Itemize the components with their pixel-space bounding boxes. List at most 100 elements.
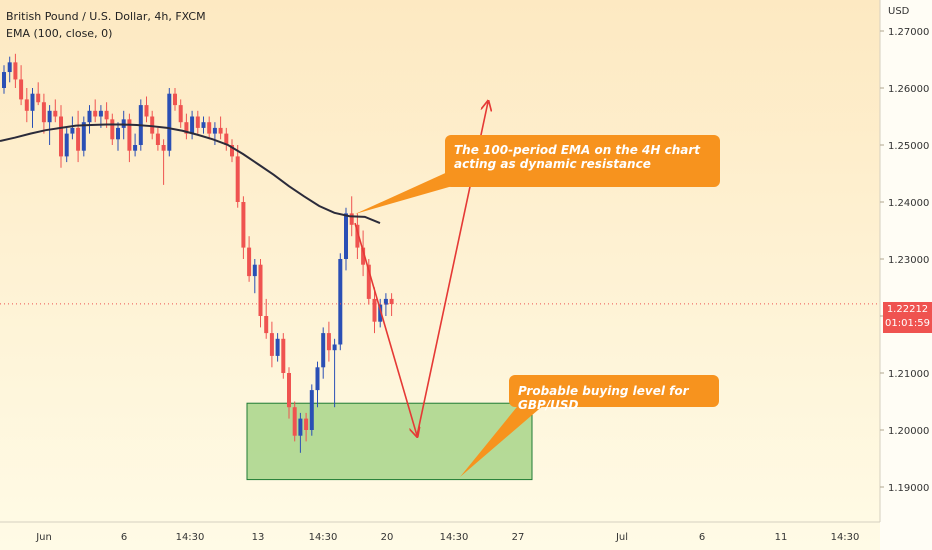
candle-body xyxy=(298,418,303,436)
candle-body xyxy=(53,110,58,117)
candle-body xyxy=(110,119,115,140)
ema-callout-pointer xyxy=(355,170,470,214)
price-tick-label: 1.21000 xyxy=(888,369,929,380)
candle-body xyxy=(235,156,240,202)
candle-body xyxy=(269,333,274,356)
candle-body xyxy=(93,110,98,117)
candle-body xyxy=(281,338,286,373)
price-tick-label: 1.27000 xyxy=(888,27,929,38)
time-tick-label: 14:30 xyxy=(309,532,338,543)
candle-body xyxy=(309,390,314,430)
candle-body xyxy=(98,110,103,117)
candle-body xyxy=(292,407,297,436)
candle-body xyxy=(207,122,212,134)
ema-annotation-text: The 100-period EMA on the 4H chart actin… xyxy=(454,143,700,171)
candle-body xyxy=(59,116,63,157)
candle-body xyxy=(47,110,52,123)
time-tick-label: 6 xyxy=(121,532,127,543)
candle-body xyxy=(201,122,206,128)
candle-body xyxy=(19,79,24,100)
current-price-tag: 1.22212 01:01:59 xyxy=(883,302,932,333)
time-tick-label: 14:30 xyxy=(176,532,205,543)
ema-annotation-callout[interactable]: The 100-period EMA on the 4H chart actin… xyxy=(445,135,720,187)
candle-body xyxy=(372,298,377,322)
candle-body xyxy=(287,373,291,408)
candle-body xyxy=(230,145,234,157)
symbol-title: British Pound / U.S. Dollar, 4h, FXCM xyxy=(6,10,206,23)
candle-body xyxy=(344,213,348,259)
price-tick-label: 1.19000 xyxy=(888,483,929,494)
candle-body xyxy=(133,145,138,151)
candle-body xyxy=(315,367,320,391)
candle-body xyxy=(326,333,331,351)
candle-body xyxy=(116,127,120,140)
candle-body xyxy=(247,247,252,277)
candle-body xyxy=(178,105,183,123)
candle-body xyxy=(127,119,132,151)
price-axis-unit: USD xyxy=(888,6,910,17)
candle-body xyxy=(389,298,394,305)
candle-body xyxy=(30,93,35,111)
time-tick-label: 14:30 xyxy=(831,532,860,543)
candle-body xyxy=(195,116,200,128)
time-tick-label: 20 xyxy=(381,532,394,543)
buy-zone-annotation-callout[interactable]: Probable buying level for GBP/USD xyxy=(509,375,719,412)
candle-body xyxy=(332,344,337,351)
candle-body xyxy=(173,93,177,106)
time-tick-label: 14:30 xyxy=(440,532,469,543)
candle-body xyxy=(2,72,6,88)
current-price-value: 1.22212 xyxy=(886,304,929,315)
bar-countdown: 01:01:59 xyxy=(885,318,930,329)
candle-body xyxy=(70,127,75,134)
candle-body xyxy=(378,304,383,322)
time-tick-label: 6 xyxy=(699,532,705,543)
candle-body xyxy=(144,105,149,117)
candle-body xyxy=(383,298,388,305)
candle-body xyxy=(87,110,92,123)
candle-body xyxy=(184,122,189,134)
candle-body xyxy=(252,264,257,277)
buy-zone-annotation-text: Probable buying level for GBP/USD xyxy=(518,384,689,412)
candle-body xyxy=(36,93,41,103)
candle-body xyxy=(76,127,81,151)
candle-body xyxy=(104,110,109,120)
indicator-legend: EMA (100, close, 0) xyxy=(6,27,113,40)
candle-body xyxy=(7,62,12,73)
candle-body xyxy=(64,133,69,157)
candle-body xyxy=(275,338,280,356)
candle-body xyxy=(161,145,166,151)
candle-body xyxy=(224,133,229,145)
price-tick-label: 1.26000 xyxy=(888,84,929,95)
price-tick-label: 1.20000 xyxy=(888,426,929,437)
candle-body xyxy=(304,418,309,430)
time-tick-label: 13 xyxy=(252,532,265,543)
candle-body xyxy=(366,264,371,299)
candle-body xyxy=(190,116,195,134)
candle-body xyxy=(241,202,246,248)
time-tick-label: 11 xyxy=(775,532,788,543)
candle-body xyxy=(13,62,18,80)
candle-body xyxy=(218,127,223,134)
time-tick-label: 27 xyxy=(512,532,525,543)
time-tick-label: Jul xyxy=(615,532,628,543)
price-tick-label: 1.24000 xyxy=(888,198,929,209)
buy-callout-pointer xyxy=(460,397,545,477)
time-tick-label: Jun xyxy=(35,532,52,543)
price-tick-label: 1.25000 xyxy=(888,141,929,152)
axis-background xyxy=(880,0,932,550)
candle-body xyxy=(81,122,86,151)
candle-body xyxy=(167,93,172,151)
candle-body xyxy=(355,224,360,248)
candle-body xyxy=(258,264,263,316)
candle-body xyxy=(321,333,326,368)
candle-body xyxy=(361,247,366,265)
price-tick-label: 1.23000 xyxy=(888,255,929,266)
candle-body xyxy=(264,316,269,334)
projection-down-arrow xyxy=(354,222,417,436)
candle-body xyxy=(150,116,155,134)
ema-line xyxy=(0,123,381,225)
candle-body xyxy=(212,127,217,134)
candle-body xyxy=(155,133,160,145)
candle-body xyxy=(349,213,354,225)
